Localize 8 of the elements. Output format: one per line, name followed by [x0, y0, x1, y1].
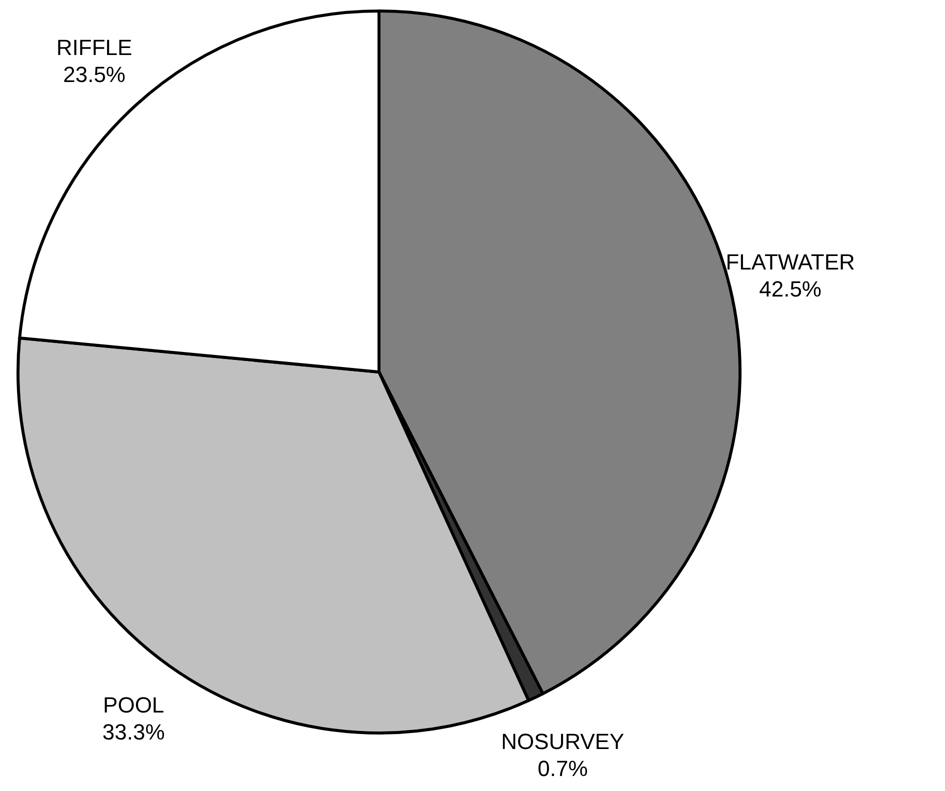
slice-label: NOSURVEY — [501, 729, 625, 754]
slice-label: FLATWATER — [726, 249, 855, 274]
data-label: 33.3% — [102, 720, 165, 745]
data-label: 0.7% — [538, 756, 588, 782]
slice-label: POOL — [103, 692, 164, 718]
data-label: 42.5% — [759, 276, 822, 302]
data-label: 23.5% — [63, 62, 126, 88]
slice-label: RIFFLE — [56, 35, 132, 60]
